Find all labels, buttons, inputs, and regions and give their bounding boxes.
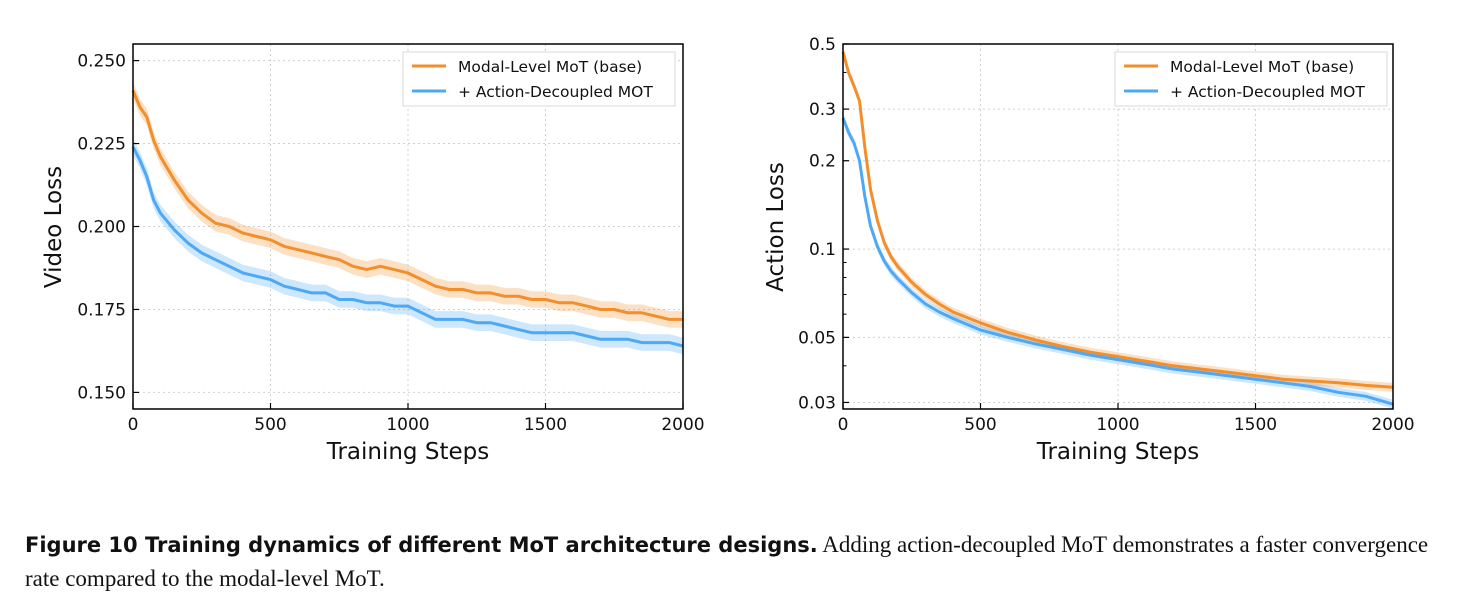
action-loss-legend: Modal-Level MoT (base) + Action-Decouple…	[1114, 51, 1388, 107]
action-loss-ytick-label: 0.5	[809, 35, 836, 55]
action-loss-lines	[841, 51, 1394, 406]
caption-text: Adding action-decoupled MoT demonstrates…	[25, 532, 1429, 591]
video-loss-ticks: 0 500 1000 1500 2000 0.150 0.175 0.200 0.225 0.25…	[77, 52, 704, 435]
action-loss-ytick-label: 0.3	[809, 100, 836, 120]
video-loss-ytick-label: 0.225	[77, 135, 126, 155]
video-loss-band-base	[133, 82, 683, 328]
legend-label-decoupled: + Action-Decoupled MOT	[1170, 83, 1365, 101]
legend-label-base: Modal-Level MoT (base)	[458, 58, 642, 76]
figure: 0 500 1000 1500 20000.1500.1750.2000.2250.25…	[41, 35, 1415, 465]
video-loss-bands	[133, 82, 683, 355]
legend-label-decoupled: + Action-Decoupled MOT	[458, 83, 653, 101]
action-loss-ytick-label: 0.03	[798, 393, 836, 413]
action-loss-xtick-label: 2000	[1371, 415, 1414, 435]
action-loss-xlabel: Training Steps	[1036, 439, 1199, 465]
action-loss-xtick-label: 1500	[1234, 415, 1277, 435]
video-loss-xtick-label: 1000	[386, 415, 429, 435]
video-loss-ylabel: Video Loss	[41, 166, 67, 288]
action-loss-ytick-label: 0.05	[798, 328, 836, 348]
figure-caption: Figure 10 Training dynamics of different…	[25, 528, 1445, 595]
action-loss-ylabel: Action Loss	[763, 162, 789, 292]
video-loss-line-decoupled	[131, 146, 684, 348]
action-loss-xtick-label: 0	[838, 415, 849, 435]
action-loss-xtick-label: 1000	[1096, 415, 1139, 435]
video-loss-ytick-label: 0.200	[77, 218, 126, 238]
action-loss-chart: 0 500 1000 1500 2000 0.03 0.05 0.1 0.2 0.3 0.5 Tra…	[763, 35, 1415, 465]
video-loss-chart: 0 500 1000 1500 2000 0.150 0.175 0.200 0.225 0.25…	[41, 43, 705, 465]
action-loss-line-base	[841, 51, 1394, 389]
video-loss-ytick-label: 0.250	[77, 52, 126, 72]
video-loss-ytick-label: 0.150	[77, 383, 126, 403]
video-loss-xlabel: Training Steps	[326, 439, 489, 465]
video-loss-legend: Modal-Level MoT (base) + Action-Decouple…	[402, 51, 676, 107]
action-loss-xtick-label: 500	[964, 415, 996, 435]
video-loss-line-base	[131, 89, 683, 321]
video-loss-band-decoupled	[133, 138, 683, 355]
action-loss-plot-frame	[842, 43, 1394, 410]
action-loss-line-decoupled	[841, 117, 1394, 406]
legend-box	[402, 51, 676, 107]
legend-box	[1114, 51, 1388, 107]
legend-label-base: Modal-Level MoT (base)	[1170, 58, 1354, 76]
video-loss-lines	[131, 89, 684, 348]
video-loss-plot-frame	[132, 43, 684, 410]
video-loss-xtick-label: 1500	[524, 415, 567, 435]
video-loss-xtick-label: 500	[254, 415, 286, 435]
video-loss-xtick-label: 0	[128, 415, 139, 435]
video-loss-ytick-label: 0.175	[77, 300, 126, 320]
action-loss-ytick-label: 0.1	[809, 240, 836, 260]
video-loss-xtick-label: 2000	[661, 415, 704, 435]
caption-title: Figure 10 Training dynamics of different…	[25, 533, 818, 557]
action-loss-ytick-label: 0.2	[809, 152, 836, 172]
action-loss-ticks: 0 500 1000 1500 2000 0.03 0.05 0.1 0.2 0.3 0.5	[798, 35, 1414, 435]
